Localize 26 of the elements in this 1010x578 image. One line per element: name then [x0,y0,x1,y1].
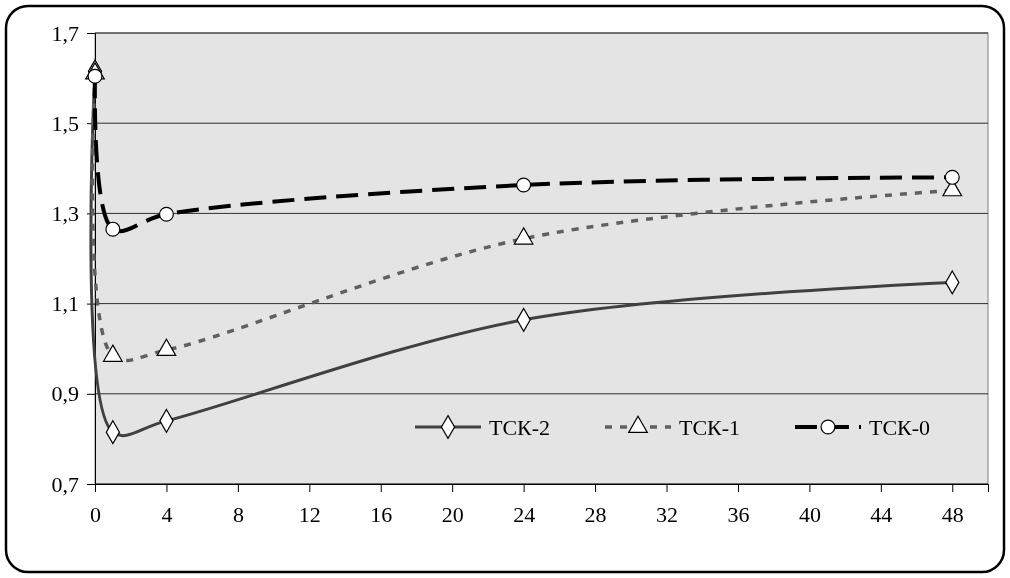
x-tick-label: 0 [90,501,101,527]
point [105,221,121,237]
y-tick-label: 1,1 [51,291,79,317]
point [158,206,174,222]
y-tick-label: 0,7 [51,471,79,497]
legend-label: ТСК-0 [869,415,931,440]
legend-label: ТСК-2 [489,415,551,440]
x-tick-label: 24 [513,501,536,527]
x-tick-label: 48 [941,501,964,527]
x-tick-label: 20 [441,501,464,527]
point [516,177,532,193]
x-tick-label: 8 [232,501,244,527]
y-tick-label: 1,7 [51,20,79,46]
x-tick-label: 28 [584,501,607,527]
x-tick-label: 4 [161,501,173,527]
point [944,169,960,185]
x-tick-label: 16 [370,501,393,527]
x-tick-label: 36 [727,501,750,527]
x-tick-label: 32 [656,501,679,527]
y-tick-label: 1,3 [51,200,79,226]
x-tick-label: 40 [798,501,821,527]
legend-label: ТСК-1 [679,415,741,440]
y-tick-label: 1,5 [51,110,79,136]
x-tick-label: 12 [298,501,321,527]
x-tick-label: 44 [870,501,893,527]
y-tick-label: 0,9 [51,381,79,407]
